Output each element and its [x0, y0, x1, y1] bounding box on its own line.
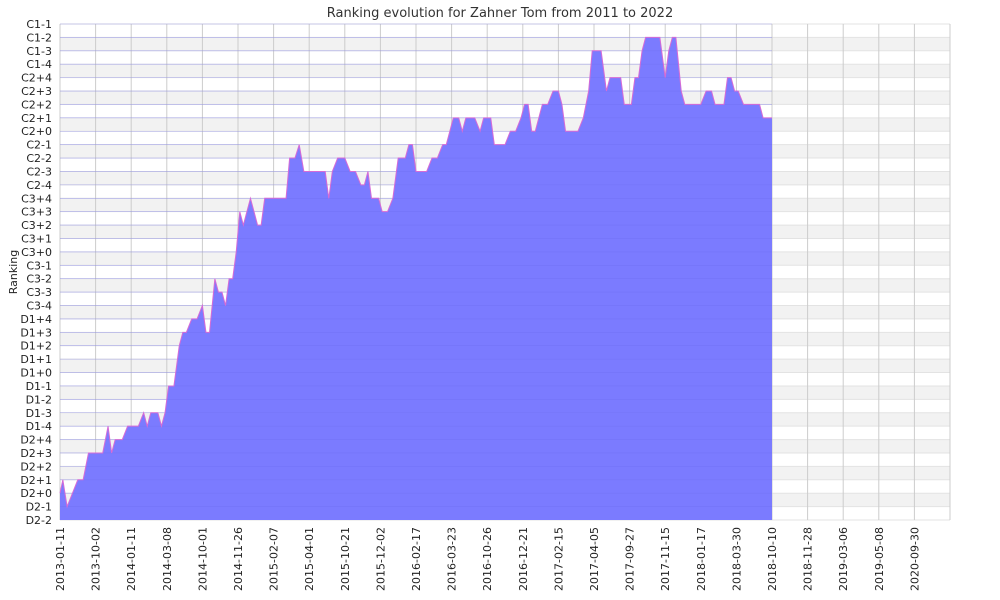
y-tick-label: D1+4 — [20, 313, 52, 326]
x-tick-label: 2016-02-17 — [410, 527, 423, 591]
y-tick-label: C3-2 — [26, 273, 52, 286]
y-tick-label: C1-3 — [26, 45, 52, 58]
x-tick-label: 2014-10-01 — [196, 527, 209, 591]
x-tick-labels: 2013-01-11 2013-10-02 2014-01-11 2014-03-08… — [54, 527, 921, 591]
y-tick-label: D2-1 — [26, 501, 52, 514]
y-tick-label: C1-2 — [26, 31, 52, 44]
y-tick-label: D1-4 — [26, 420, 52, 433]
y-tick-label: D2+0 — [20, 487, 52, 500]
x-tick-label: 2018-03-30 — [730, 527, 743, 591]
y-tick-label: C3+4 — [21, 192, 52, 205]
x-tick-label: 2014-03-08 — [161, 527, 174, 591]
y-tick-label: D2+1 — [20, 474, 52, 487]
row-band — [60, 64, 950, 78]
x-tick-label: 2019-03-06 — [837, 527, 850, 591]
y-tick-label: C2+3 — [21, 85, 52, 98]
x-tick-label: 2018-01-17 — [695, 527, 708, 591]
x-tick-label: 2017-02-15 — [552, 527, 565, 591]
y-tick-label: D2+4 — [20, 434, 52, 447]
y-tick-label: C2-3 — [26, 165, 52, 178]
y-tick-label: D1-3 — [26, 407, 52, 420]
x-tick-label: 2014-01-11 — [125, 527, 138, 591]
y-tick-label: C2-4 — [26, 179, 52, 192]
y-tick-label: C2+4 — [21, 72, 52, 85]
y-tick-label: D1+3 — [20, 326, 52, 339]
y-tick-label: C3+3 — [21, 206, 52, 219]
y-tick-label: C1-4 — [26, 58, 52, 71]
x-tick-label: 2015-02-07 — [268, 527, 281, 591]
row-band — [60, 91, 950, 105]
y-tick-label: D2+2 — [20, 460, 52, 473]
x-tick-label: 2015-12-02 — [374, 527, 387, 591]
y-tick-label: C3+2 — [21, 219, 52, 232]
y-tick-label: D1-1 — [26, 380, 52, 393]
x-tick-label: 2018-11-28 — [802, 527, 815, 591]
x-tick-label: 2020-09-30 — [908, 527, 921, 591]
y-tick-label: D2+3 — [20, 447, 52, 460]
x-tick-label: 2013-10-02 — [90, 527, 103, 591]
y-tick-label: C3+1 — [21, 232, 52, 245]
x-tick-label: 2016-12-21 — [517, 527, 530, 591]
y-tick-label: C3-4 — [26, 300, 52, 313]
y-axis-label: Ranking — [7, 250, 20, 295]
y-tick-label: C2+1 — [21, 112, 52, 125]
y-tick-label: C3-1 — [26, 259, 52, 272]
y-tick-label: D1+1 — [20, 353, 52, 366]
x-tick-label: 2013-01-11 — [54, 527, 67, 591]
x-tick-label: 2019-05-08 — [873, 527, 886, 591]
x-tick-label: 2017-04-05 — [588, 527, 601, 591]
series-area-layer — [59, 23, 772, 521]
y-tick-label: D1+2 — [20, 340, 52, 353]
y-tick-label: C1-1 — [26, 18, 52, 31]
x-tick-label: 2017-11-15 — [659, 527, 672, 591]
x-tick-label: 2015-04-01 — [303, 527, 316, 591]
y-tick-label: D2-2 — [26, 514, 52, 527]
x-tick-label: 2016-03-23 — [446, 527, 459, 591]
y-tick-label: D1+0 — [20, 367, 52, 380]
row-band — [60, 37, 950, 51]
y-tick-label: C2+0 — [21, 125, 52, 138]
y-tick-label: D1-2 — [26, 393, 52, 406]
series-line — [59, 36, 772, 509]
x-tick-label: 2015-10-21 — [339, 527, 352, 591]
y-tick-label: C3+0 — [21, 246, 52, 259]
x-tick-label: 2016-10-26 — [481, 527, 494, 591]
row-band — [60, 117, 950, 132]
y-tick-label: C2-1 — [26, 139, 52, 152]
y-tick-label: C2+2 — [21, 98, 52, 111]
x-tick-label: 2018-10-10 — [766, 527, 779, 591]
x-tick-label: 2014-11-26 — [232, 527, 245, 591]
x-tick-label: 2017-09-27 — [624, 527, 637, 591]
y-tick-labels: D2-2D2-1D2+0D2+1D2+2D2+3D2+4D1-4D1-3D1-2… — [20, 18, 52, 527]
y-tick-label: C3-3 — [26, 286, 52, 299]
y-tick-label: C2-2 — [26, 152, 52, 165]
chart-title: Ranking evolution for Zahner Tom from 20… — [327, 6, 673, 21]
